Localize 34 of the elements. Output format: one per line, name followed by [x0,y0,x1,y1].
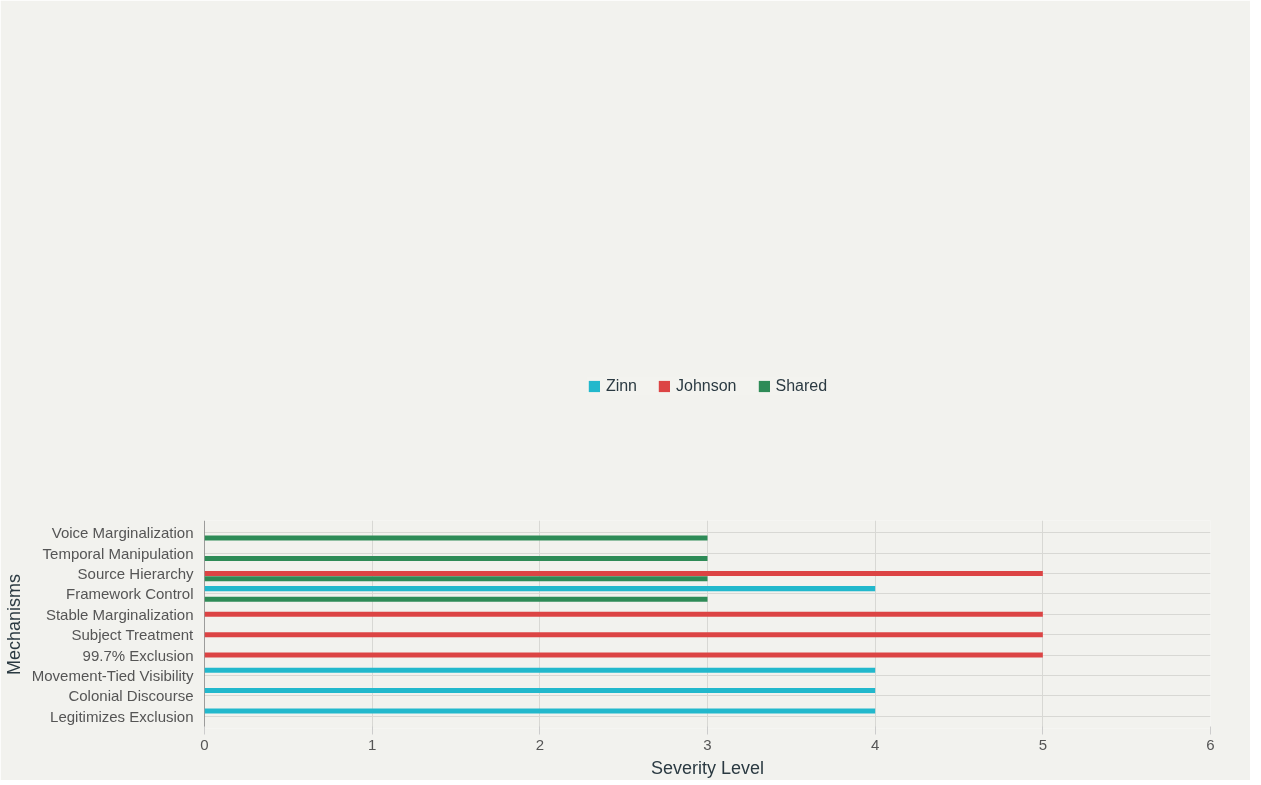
x-tick-label: 4 [871,735,880,753]
y-tick-label: Framework Control [65,585,194,603]
x-axis-title: Severity Level [650,757,765,778]
bar [204,632,1043,638]
x-tick-label: 2 [535,735,545,753]
bar [204,688,876,694]
legend-label: Johnson [676,376,737,395]
y-tick-label: Source Hierarchy [77,565,194,583]
bar [204,571,1043,577]
y-tick-label: Movement-Tied Visibility [31,666,194,684]
x-tick-label: 0 [200,735,209,753]
y-tick-label: 99.7% Exclusion [82,646,194,664]
y-tick-label: Colonial Discourse [68,687,194,705]
bar [204,611,1043,617]
x-tick-label: 5 [1038,735,1048,753]
y-axis-title: Mechanisms [3,573,24,676]
bar [204,586,876,592]
y-tick-label: Stable Marginalization [45,605,194,623]
bar [204,708,876,714]
x-tick-label: 6 [1206,735,1215,753]
x-tick-label: 1 [368,735,377,753]
bar [204,535,708,541]
y-tick-label: Legitimizes Exclusion [50,707,194,725]
bar [204,667,876,673]
bar [204,596,708,602]
y-tick-label: Voice Marginalization [51,524,194,542]
legend-label: Zinn [605,376,638,395]
bar [204,576,708,582]
legend-label: Shared [775,376,828,395]
bar [204,652,1043,658]
x-tick-label: 3 [703,735,712,753]
y-tick-label: Subject Treatment [71,626,195,644]
bar [204,555,708,561]
y-tick-label: Temporal Manipulation [42,544,194,562]
